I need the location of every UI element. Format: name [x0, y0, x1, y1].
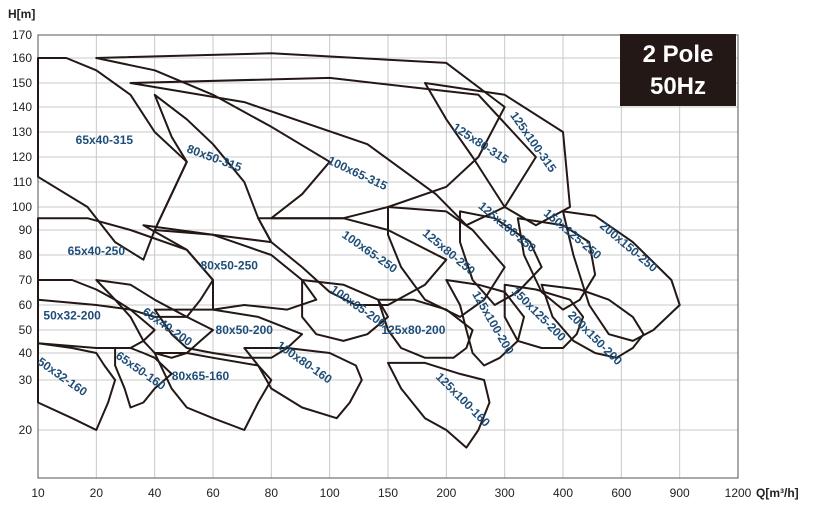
- pump-area-100x65-250: [257, 217, 448, 306]
- pump-area-50x32-160: [37, 342, 117, 431]
- x-tick-label: 20: [90, 486, 104, 500]
- x-tick-label: 600: [611, 486, 631, 500]
- pump-area-150x125-200: [503, 283, 585, 349]
- pump-label: 100x65-250: [339, 228, 400, 276]
- pump-area-65x50-160: [114, 347, 173, 409]
- pump-label: 150x125-200: [509, 284, 569, 344]
- pump-label: 65x40-200: [140, 305, 195, 350]
- pump-area-200x150-200: [540, 283, 645, 359]
- y-tick-label: 130: [12, 125, 32, 139]
- pump-area-80x50-200: [153, 308, 304, 359]
- y-tick-label: 90: [19, 223, 33, 237]
- y-tick-label: 20: [19, 423, 33, 437]
- pump-label: 50x32-160: [35, 355, 90, 400]
- pump-label: 125x80-250: [420, 226, 478, 278]
- x-tick-label: 300: [495, 486, 515, 500]
- pump-area-80x50-315: [153, 93, 273, 244]
- pump-area-80x50-250: [142, 224, 318, 311]
- pump-label: 100x65-315: [326, 153, 390, 193]
- x-tick-label: 40: [148, 486, 162, 500]
- y-axis-ticks: 20 30 40 50 60 70 80 90 100 110 120 130 140 150 160 170: [12, 28, 32, 437]
- x-axis-ticks: 10 20 40 60 80 100 150 200 300 400 600 900 1200: [31, 486, 751, 500]
- y-tick-label: 80: [19, 248, 33, 262]
- pump-label: 80x50-200: [216, 323, 274, 337]
- x-tick-label: 10: [31, 486, 45, 500]
- y-axis-label: H[m]: [8, 7, 35, 21]
- y-tick-label: 120: [12, 150, 32, 164]
- pump-label: 100x80-160: [274, 338, 335, 386]
- y-tick-label: 140: [12, 100, 32, 114]
- y-tick-label: 170: [12, 28, 32, 42]
- badge-line2: 50Hz: [650, 73, 706, 100]
- pump-area-150x125-250: [516, 217, 597, 311]
- badge-background: [620, 34, 736, 106]
- pump-label: 125x80-315: [450, 120, 512, 167]
- y-tick-label: 70: [19, 273, 33, 287]
- pump-area-80x65-160: [153, 352, 273, 431]
- pump-area-125x100-315: [424, 82, 571, 227]
- x-tick-label: 150: [378, 486, 398, 500]
- y-tick-label: 100: [12, 200, 32, 214]
- pump-label: 50x32-200: [43, 308, 101, 322]
- x-tick-label: 200: [436, 486, 456, 500]
- x-tick-label: 60: [206, 486, 220, 500]
- x-tick-label: 400: [553, 486, 573, 500]
- pump-label: 125x100-315: [507, 109, 559, 175]
- x-axis-label: Q[m³/h]: [756, 486, 799, 500]
- y-tick-label: 30: [19, 373, 33, 387]
- pump-area-65x40-250: [37, 217, 214, 318]
- pump-area-125x100-250: [459, 210, 543, 306]
- pump-label: 80x65-160: [172, 369, 230, 383]
- frequency-badge: 2 Pole 50Hz: [620, 34, 736, 106]
- pump-area-125x100-200: [445, 279, 525, 367]
- pump-area-125x100-160: [387, 361, 491, 449]
- pump-label: 125x80-200: [381, 323, 445, 337]
- y-tick-label: 110: [13, 175, 32, 189]
- y-tick-label: 60: [19, 298, 33, 312]
- y-tick-label: 40: [19, 346, 33, 360]
- x-tick-label: 1200: [725, 486, 752, 500]
- pump-label: 200x150-250: [597, 219, 660, 275]
- x-tick-label: 900: [670, 486, 690, 500]
- x-tick-label: 80: [265, 486, 279, 500]
- pump-area-200x150-250: [562, 210, 681, 342]
- pump-label: 80x50-250: [201, 259, 259, 273]
- pump-area-50x32-200: [37, 279, 156, 349]
- pump-label: 125x100-160: [433, 370, 493, 430]
- x-tick-label: 100: [320, 486, 340, 500]
- y-tick-label: 150: [12, 76, 32, 90]
- pump-area-125x80-200: [377, 298, 474, 359]
- y-tick-label: 160: [12, 51, 32, 65]
- pump-area-100x65-200: [301, 279, 389, 342]
- badge-line1: 2 Pole: [643, 41, 714, 68]
- pump-area-100x80-160: [243, 347, 363, 420]
- pump-label: 65x40-250: [68, 244, 126, 258]
- y-tick-label: 50: [19, 323, 33, 337]
- pump-curves: [37, 52, 681, 449]
- pump-label: 65x40-315: [76, 133, 134, 147]
